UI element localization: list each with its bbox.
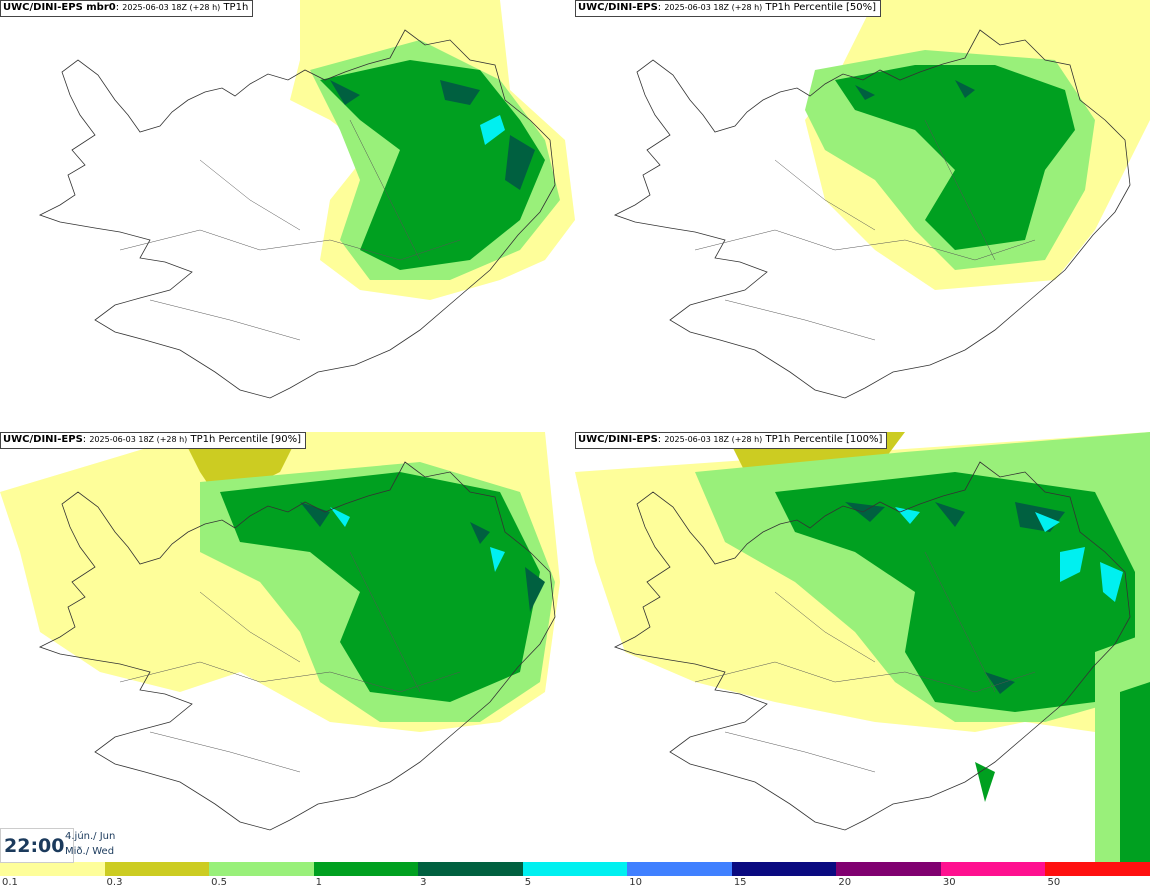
- iceland-coastline: [613, 461, 1131, 831]
- legend-swatch-8: [836, 862, 942, 876]
- legend-tick-3: 1: [315, 877, 322, 888]
- boundary-lines: [119, 119, 461, 341]
- legend-swatch-0: [0, 862, 106, 876]
- precip-map-p90: [0, 432, 560, 831]
- map-panel-p90: UWC/DINI-EPS: 2025-06-03 18Z (+28 h) TP1…: [0, 432, 575, 862]
- legend-tick-5: 5: [524, 877, 532, 888]
- map-panel-p50: UWC/DINI-EPS: 2025-06-03 18Z (+28 h) TP1…: [575, 0, 1150, 430]
- panel-title-mbr0: UWC/DINI-EPS mbr0: 2025-06-03 18Z (+28 h…: [0, 0, 254, 17]
- boundary-lines: [694, 119, 1036, 341]
- valid-time: 22:00: [4, 835, 65, 857]
- panel-title-p100: UWC/DINI-EPS: 2025-06-03 18Z (+28 h) TP1…: [575, 432, 888, 449]
- panel-title-p90: UWC/DINI-EPS: 2025-06-03 18Z (+28 h) TP1…: [0, 432, 307, 449]
- iceland-coastline: [38, 461, 556, 831]
- legend-tick-10: 50: [1047, 877, 1061, 888]
- legend-swatch-4: [418, 862, 524, 876]
- valid-day: Mið./ Wed: [65, 846, 115, 857]
- legend-swatch-3: [313, 862, 419, 876]
- legend-tick-1: 0.3: [106, 877, 123, 888]
- precip-map-p50: [613, 0, 1150, 399]
- iceland-coastline: [613, 29, 1131, 399]
- precip-map-mbr0: [38, 0, 575, 399]
- legend-swatch-6: [627, 862, 733, 876]
- legend-swatch-9: [940, 862, 1046, 876]
- legend-tick-7: 15: [733, 877, 747, 888]
- map-panel-mbr0: UWC/DINI-EPS mbr0: 2025-06-03 18Z (+28 h…: [0, 0, 575, 430]
- valid-time-box: 22:00 4.jún./ Jun Mið./ Wed: [0, 828, 115, 863]
- boundary-lines: [119, 551, 461, 773]
- precip-area-4: [480, 115, 505, 145]
- legend-tick-9: 30: [942, 877, 956, 888]
- precip-map-p100: [575, 432, 1150, 862]
- precip-area-2: [835, 65, 1075, 250]
- precip-area-3: [220, 472, 540, 702]
- legend-swatch-1: [104, 862, 210, 876]
- legend-swatch-2: [209, 862, 315, 876]
- precip-area-4: [300, 502, 545, 612]
- legend-swatch-5: [522, 862, 628, 876]
- legend-tick-4: 3: [420, 877, 427, 888]
- legend-tick-0: 0.1: [2, 877, 18, 888]
- map-panel-p100: UWC/DINI-EPS: 2025-06-03 18Z (+28 h) TP1…: [575, 432, 1150, 862]
- legend-tick-8: 20: [838, 877, 852, 888]
- boundary-lines: [694, 551, 1036, 773]
- precip-area-2: [320, 60, 545, 270]
- legend-tick-6: 10: [629, 877, 642, 888]
- precip-area-7: [975, 682, 1150, 862]
- precip-area-3: [855, 80, 975, 100]
- legend-swatch-10: [1045, 862, 1150, 876]
- iceland-coastline: [38, 29, 556, 399]
- legend-tick-2: 0.5: [211, 877, 227, 888]
- valid-date: 4.jún./ Jun: [65, 831, 116, 842]
- precip-area-5: [895, 507, 1123, 602]
- precip-color-legend: 0.1 0.3 0.5 1 3 5 10 15 20 30 50: [0, 862, 1150, 891]
- precip-area-3: [330, 80, 535, 190]
- panel-title-p50: UWC/DINI-EPS: 2025-06-03 18Z (+28 h) TP1…: [575, 0, 882, 17]
- legend-swatch-7: [731, 862, 837, 876]
